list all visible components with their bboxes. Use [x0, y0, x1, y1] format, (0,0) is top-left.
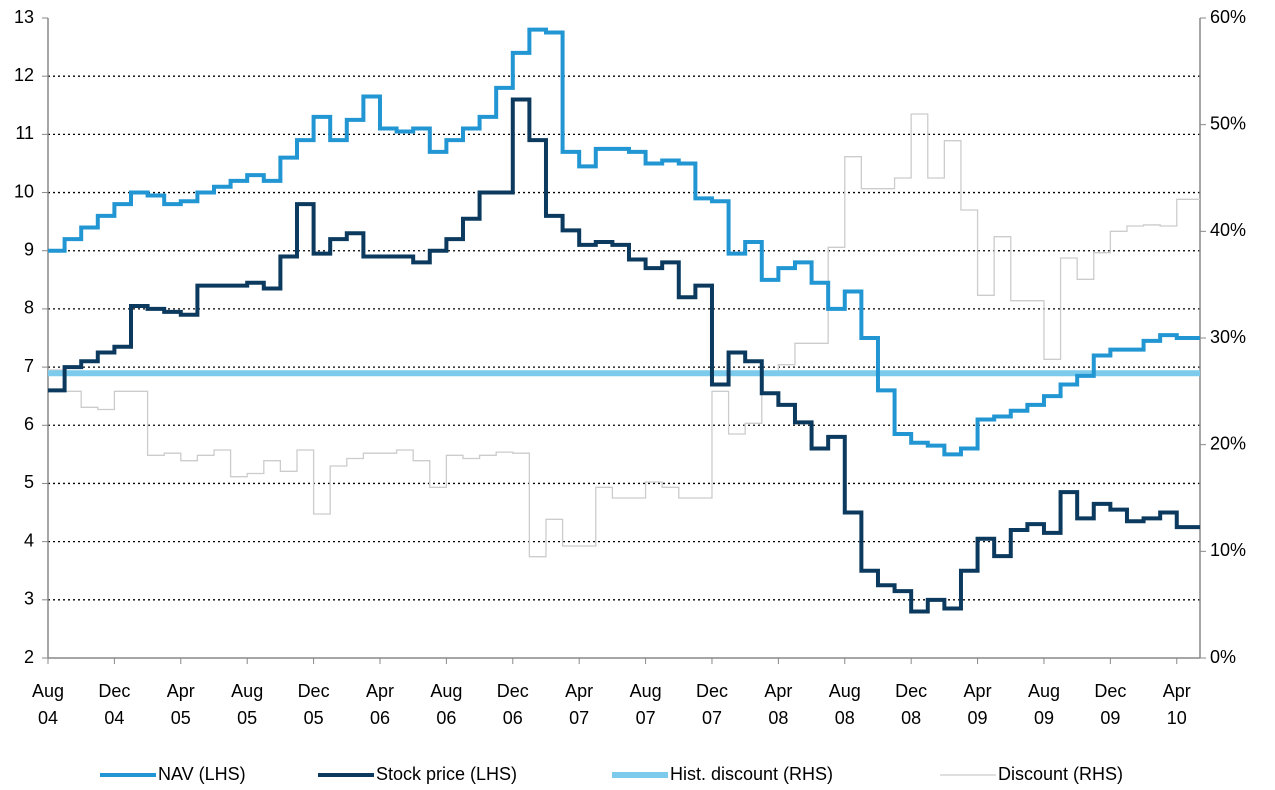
x-tick-label: Apr 10 — [1162, 681, 1191, 728]
x-tick-label: Dec 09 — [1094, 681, 1127, 728]
y2-tick-label: 40% — [1210, 220, 1246, 240]
y-tick-label: 3 — [24, 589, 34, 609]
x-tick-label: Dec 05 — [297, 681, 330, 728]
x-tick-label: Aug 08 — [828, 681, 861, 728]
y2-tick-label: 50% — [1210, 113, 1246, 133]
x-tick-label: Aug 07 — [629, 681, 662, 728]
y-tick-label: 8 — [24, 298, 34, 318]
x-tick-label: Dec 08 — [895, 681, 928, 728]
y2-tick-label: 0% — [1210, 647, 1236, 667]
x-tick-label: Aug 09 — [1027, 681, 1060, 728]
y2-tick-label: 60% — [1210, 7, 1246, 27]
x-tick-label: Dec 07 — [695, 681, 728, 728]
series-line — [48, 97, 1200, 614]
x-tick-label: Apr 05 — [166, 681, 195, 728]
y-tick-label: 2 — [24, 647, 34, 667]
x-tick-label: Dec 04 — [98, 681, 131, 728]
legend-label: Stock price (LHS) — [376, 764, 517, 784]
y-tick-label: 11 — [15, 123, 34, 143]
y2-tick-label: 10% — [1210, 540, 1246, 560]
y-tick-label: 4 — [24, 530, 34, 550]
x-tick-label: Apr 06 — [365, 681, 394, 728]
x-tick-label: Aug 06 — [430, 681, 463, 728]
x-tick-label: Apr 07 — [565, 681, 594, 728]
y-tick-label: 6 — [24, 414, 34, 434]
x-tick-label: Apr 09 — [963, 681, 992, 728]
x-tick-label: Apr 08 — [764, 681, 793, 728]
y-tick-label: 9 — [24, 239, 34, 259]
series-line — [48, 113, 1200, 558]
series-line — [48, 27, 1200, 457]
legend-label: NAV (LHS) — [158, 764, 246, 784]
y-tick-label: 13 — [14, 7, 34, 27]
y-tick-label: 7 — [24, 356, 34, 376]
x-tick-label: Aug 05 — [231, 681, 264, 728]
y-tick-label: 10 — [14, 181, 34, 201]
legend-label: Hist. discount (RHS) — [670, 764, 833, 784]
legend-label: Discount (RHS) — [998, 764, 1123, 784]
x-tick-label: Dec 06 — [496, 681, 529, 728]
y-tick-label: 5 — [24, 472, 34, 492]
y-tick-label: 12 — [14, 65, 34, 85]
y2-tick-label: 20% — [1210, 433, 1246, 453]
x-tick-label: Aug 04 — [31, 681, 65, 728]
y2-tick-label: 30% — [1210, 327, 1246, 347]
